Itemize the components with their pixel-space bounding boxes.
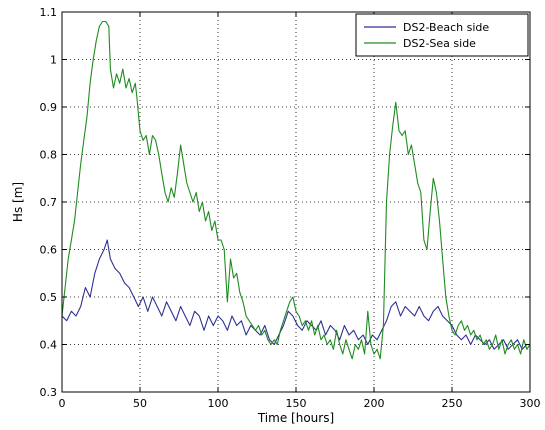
x-tick-label: 200 (364, 397, 385, 410)
series-line-sea-side (61, 20, 531, 360)
x-tick-label: 100 (208, 397, 229, 410)
y-tick-label: 1 (50, 54, 57, 67)
y-tick-label: 0.4 (40, 339, 58, 352)
y-tick-label: 0.9 (40, 101, 58, 114)
y-tick-label: 0.8 (40, 149, 58, 162)
y-tick-label: 0.7 (40, 196, 58, 209)
series-lines (61, 20, 531, 360)
y-tick-label: 0.6 (40, 244, 58, 257)
legend-label-sea-side: DS2-Sea side (403, 37, 476, 50)
x-tick-label: 50 (133, 397, 147, 410)
x-tick-label: 250 (442, 397, 463, 410)
legend-label-beach-side: DS2-Beach side (403, 21, 489, 34)
x-tick-label: 150 (286, 397, 307, 410)
series-line-beach-side (61, 239, 530, 350)
y-tick-label: 0.3 (40, 386, 58, 399)
x-tick-label: 300 (520, 397, 541, 410)
legend: DS2-Beach side DS2-Sea side (355, 13, 529, 57)
axis-ticks: 0 50 100 150 200 250 300 0.3 0.4 0.5 0.6 0.7 0.8 0.9 1… (40, 6, 541, 410)
legend-box (355, 13, 529, 57)
y-tick-label: 0.5 (40, 291, 58, 304)
x-tick-label: 0 (59, 397, 66, 410)
y-tick-label: 1.1 (40, 6, 58, 19)
x-axis-label: Time [hours] (257, 411, 334, 425)
y-axis-label: Hs [m] (11, 182, 25, 222)
